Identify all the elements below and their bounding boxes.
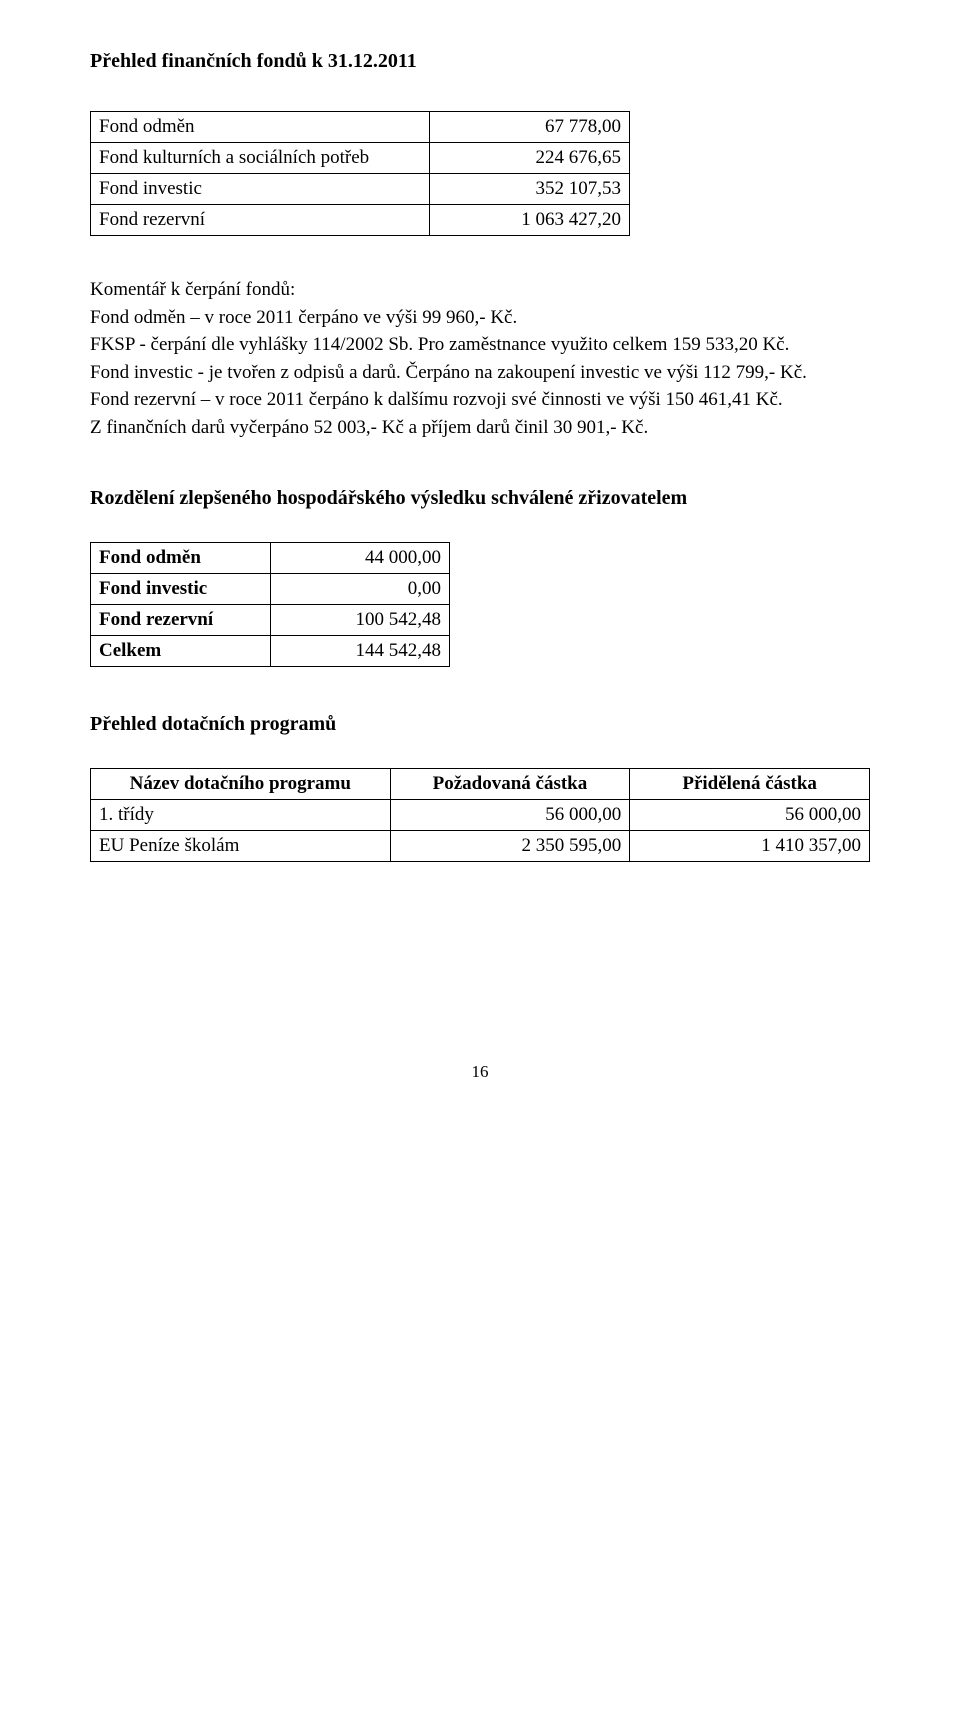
cell-label: Fond odměn bbox=[91, 543, 271, 574]
cell-value: 224 676,65 bbox=[430, 143, 630, 174]
page-number: 16 bbox=[90, 1062, 870, 1082]
cell-value: 144 542,48 bbox=[270, 636, 449, 667]
heading-funds-overview: Přehled finančních fondů k 31.12.2011 bbox=[90, 50, 870, 73]
cell: 1 410 357,00 bbox=[630, 831, 870, 862]
col-header: Požadovaná částka bbox=[390, 769, 630, 800]
table-row: Celkem 144 542,48 bbox=[91, 636, 450, 667]
cell-value: 67 778,00 bbox=[430, 112, 630, 143]
cell-label: Fond rezervní bbox=[91, 205, 430, 236]
comment-heading: Komentář k čerpání fondů: bbox=[90, 276, 870, 304]
col-header: Přidělená částka bbox=[630, 769, 870, 800]
table-subsidy-programs: Název dotačního programu Požadovaná část… bbox=[90, 768, 870, 862]
table-funds-overview: Fond odměn 67 778,00 Fond kulturních a s… bbox=[90, 111, 630, 236]
cell: 1. třídy bbox=[91, 800, 391, 831]
heading-subsidy-programs: Přehled dotačních programů bbox=[90, 713, 870, 736]
cell-label: Fond kulturních a sociálních potřeb bbox=[91, 143, 430, 174]
cell-label: Fond investic bbox=[91, 174, 430, 205]
comment-line: Fond odměn – v roce 2011 čerpáno ve výši… bbox=[90, 304, 870, 332]
page-container: Přehled finančních fondů k 31.12.2011 Fo… bbox=[0, 0, 960, 1122]
cell-label: Fond rezervní bbox=[91, 605, 271, 636]
cell-label: Fond odměn bbox=[91, 112, 430, 143]
col-header: Název dotačního programu bbox=[91, 769, 391, 800]
cell: EU Peníze školám bbox=[91, 831, 391, 862]
cell: 56 000,00 bbox=[390, 800, 630, 831]
cell-value: 100 542,48 bbox=[270, 605, 449, 636]
table-header-row: Název dotačního programu Požadovaná část… bbox=[91, 769, 870, 800]
comment-line: Z finančních darů vyčerpáno 52 003,- Kč … bbox=[90, 414, 870, 442]
table-distribution: Fond odměn 44 000,00 Fond investic 0,00 … bbox=[90, 542, 450, 667]
table-row: EU Peníze školám 2 350 595,00 1 410 357,… bbox=[91, 831, 870, 862]
heading-distribution: Rozdělení zlepšeného hospodářského výsle… bbox=[90, 487, 870, 510]
cell-value: 352 107,53 bbox=[430, 174, 630, 205]
table-row: Fond rezervní 100 542,48 bbox=[91, 605, 450, 636]
comment-line: Fond rezervní – v roce 2011 čerpáno k da… bbox=[90, 386, 870, 414]
table-row: Fond kulturních a sociálních potřeb 224 … bbox=[91, 143, 630, 174]
comment-line: FKSP - čerpání dle vyhlášky 114/2002 Sb.… bbox=[90, 331, 870, 359]
table-row: Fond odměn 44 000,00 bbox=[91, 543, 450, 574]
table-row: Fond odměn 67 778,00 bbox=[91, 112, 630, 143]
table-row: Fond investic 352 107,53 bbox=[91, 174, 630, 205]
cell-value: 1 063 427,20 bbox=[430, 205, 630, 236]
table-row: Fond investic 0,00 bbox=[91, 574, 450, 605]
table-row: Fond rezervní 1 063 427,20 bbox=[91, 205, 630, 236]
table-row: 1. třídy 56 000,00 56 000,00 bbox=[91, 800, 870, 831]
cell: 2 350 595,00 bbox=[390, 831, 630, 862]
cell-value: 44 000,00 bbox=[270, 543, 449, 574]
comment-line: Fond investic - je tvořen z odpisů a dar… bbox=[90, 359, 870, 387]
cell-value: 0,00 bbox=[270, 574, 449, 605]
cell: 56 000,00 bbox=[630, 800, 870, 831]
cell-label: Celkem bbox=[91, 636, 271, 667]
comment-block: Komentář k čerpání fondů: Fond odměn – v… bbox=[90, 276, 870, 441]
cell-label: Fond investic bbox=[91, 574, 271, 605]
